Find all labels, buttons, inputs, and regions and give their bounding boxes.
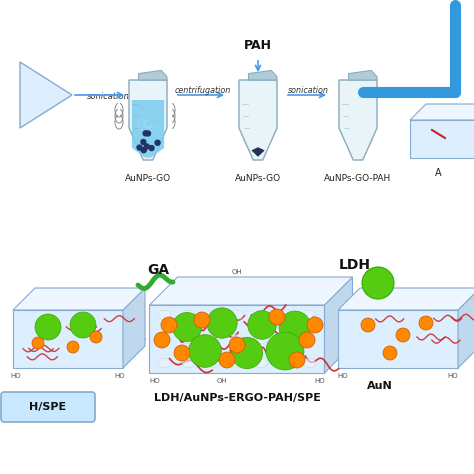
Polygon shape	[325, 277, 353, 373]
Text: LDH: LDH	[339, 258, 371, 272]
Polygon shape	[129, 80, 167, 160]
Polygon shape	[206, 359, 220, 367]
Polygon shape	[278, 359, 292, 367]
Polygon shape	[338, 288, 474, 310]
Polygon shape	[278, 311, 292, 319]
Polygon shape	[138, 71, 167, 80]
Circle shape	[141, 139, 146, 145]
Text: HO: HO	[447, 373, 458, 379]
Polygon shape	[348, 71, 377, 80]
Text: AuNPs-GO: AuNPs-GO	[235, 174, 281, 183]
Polygon shape	[410, 104, 474, 120]
Text: GA: GA	[147, 263, 169, 277]
Polygon shape	[157, 335, 172, 343]
Polygon shape	[302, 359, 317, 367]
Polygon shape	[123, 288, 145, 368]
Circle shape	[143, 131, 148, 136]
Circle shape	[207, 308, 237, 338]
Text: A: A	[435, 168, 441, 178]
Polygon shape	[254, 359, 268, 367]
Circle shape	[289, 352, 305, 368]
Polygon shape	[132, 100, 164, 157]
Text: AuNPs-GO-PAH: AuNPs-GO-PAH	[324, 174, 392, 183]
FancyBboxPatch shape	[1, 392, 95, 422]
Text: HO: HO	[115, 373, 125, 379]
Polygon shape	[251, 147, 264, 157]
Text: OH: OH	[232, 269, 242, 275]
Polygon shape	[13, 310, 123, 368]
Text: HO: HO	[314, 378, 325, 384]
Circle shape	[161, 317, 177, 333]
Circle shape	[154, 332, 170, 348]
Text: OH: OH	[217, 378, 228, 384]
Circle shape	[383, 346, 397, 360]
Circle shape	[194, 312, 210, 328]
Text: HO: HO	[11, 373, 21, 379]
Circle shape	[67, 341, 79, 353]
Text: AuN: AuN	[367, 381, 393, 391]
Circle shape	[32, 337, 44, 349]
Circle shape	[174, 345, 190, 361]
Polygon shape	[157, 311, 172, 319]
Circle shape	[144, 144, 149, 149]
Circle shape	[269, 309, 285, 325]
Polygon shape	[182, 311, 196, 319]
Polygon shape	[338, 310, 458, 368]
Circle shape	[266, 332, 304, 370]
Text: H/SPE: H/SPE	[29, 402, 66, 412]
Circle shape	[279, 311, 311, 343]
Circle shape	[149, 146, 154, 151]
Circle shape	[35, 314, 61, 340]
Circle shape	[219, 352, 235, 368]
Polygon shape	[410, 120, 474, 158]
Polygon shape	[254, 311, 268, 319]
Polygon shape	[230, 359, 244, 367]
Polygon shape	[458, 288, 474, 368]
Polygon shape	[20, 62, 72, 128]
Circle shape	[229, 337, 245, 353]
Polygon shape	[206, 311, 220, 319]
Polygon shape	[339, 80, 377, 160]
Text: centrifugation: centrifugation	[175, 85, 231, 94]
Polygon shape	[248, 71, 277, 80]
Circle shape	[70, 312, 96, 338]
Polygon shape	[302, 311, 317, 319]
Text: AuNPs-GO: AuNPs-GO	[125, 174, 171, 183]
Circle shape	[173, 312, 201, 342]
Circle shape	[362, 267, 394, 299]
Circle shape	[155, 140, 160, 145]
Circle shape	[396, 328, 410, 342]
Circle shape	[137, 145, 142, 150]
Polygon shape	[230, 311, 244, 319]
Polygon shape	[13, 288, 145, 310]
Polygon shape	[149, 277, 353, 305]
Polygon shape	[254, 335, 268, 343]
Circle shape	[419, 316, 433, 330]
Polygon shape	[302, 335, 317, 343]
Polygon shape	[239, 80, 277, 160]
Text: HO: HO	[337, 373, 348, 379]
Text: sonication: sonication	[87, 91, 129, 100]
Circle shape	[299, 332, 315, 348]
Circle shape	[189, 335, 221, 367]
Circle shape	[231, 337, 263, 369]
Polygon shape	[182, 335, 196, 343]
Circle shape	[146, 131, 151, 136]
Text: HO: HO	[149, 378, 160, 384]
Circle shape	[141, 148, 146, 153]
Circle shape	[307, 317, 323, 333]
Text: LDH/AuNPs-ERGO-PAH/SPE: LDH/AuNPs-ERGO-PAH/SPE	[154, 393, 320, 403]
Circle shape	[90, 331, 102, 343]
Polygon shape	[149, 305, 325, 373]
Circle shape	[248, 311, 276, 339]
Polygon shape	[157, 359, 172, 367]
Polygon shape	[230, 335, 244, 343]
Circle shape	[361, 318, 375, 332]
Polygon shape	[206, 335, 220, 343]
Polygon shape	[182, 359, 196, 367]
Polygon shape	[278, 335, 292, 343]
Text: sonication: sonication	[288, 85, 328, 94]
Text: PAH: PAH	[244, 39, 272, 52]
